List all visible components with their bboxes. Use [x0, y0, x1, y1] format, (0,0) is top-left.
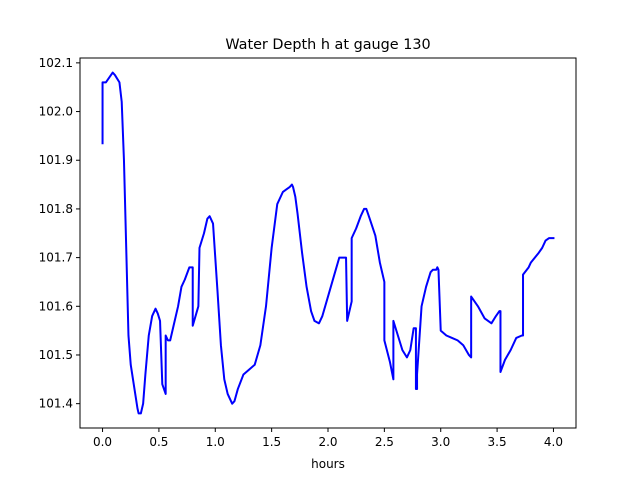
x-tick-label: 1.0 [206, 435, 225, 449]
plot-area [101, 71, 555, 415]
chart-title: Water Depth h at gauge 130 [225, 37, 430, 53]
x-tick-label: 3.5 [488, 435, 507, 449]
y-tick-label: 101.6 [39, 299, 73, 313]
y-axis: 101.4 101.5 101.6 101.7 101.8 101.9 102.0 102.1 [39, 56, 80, 411]
y-tick-label: 102.0 [39, 105, 73, 119]
x-tick-label: 2.0 [318, 435, 337, 449]
y-tick-label: 101.8 [39, 202, 73, 216]
y-tick-label: 101.9 [39, 153, 73, 167]
plot-frame [79, 57, 577, 429]
x-tick-label: 0.0 [93, 435, 112, 449]
x-tick-label: 2.5 [375, 435, 394, 449]
y-tick-label: 101.5 [39, 348, 73, 362]
x-axis: 0.0 0.5 1.0 1.5 2.0 2.5 3.0 3.5 4.0 [93, 428, 563, 449]
y-tick-label: 101.7 [39, 251, 73, 265]
y-tick-label: 102.1 [39, 56, 73, 70]
x-tick-label: 4.0 [544, 435, 563, 449]
x-tick-label: 3.0 [431, 435, 450, 449]
x-tick-label: 1.5 [262, 435, 281, 449]
x-tick-label: 0.5 [149, 435, 168, 449]
series-line [101, 71, 555, 415]
y-tick-label: 101.4 [39, 397, 73, 411]
x-axis-label: hours [311, 457, 345, 471]
